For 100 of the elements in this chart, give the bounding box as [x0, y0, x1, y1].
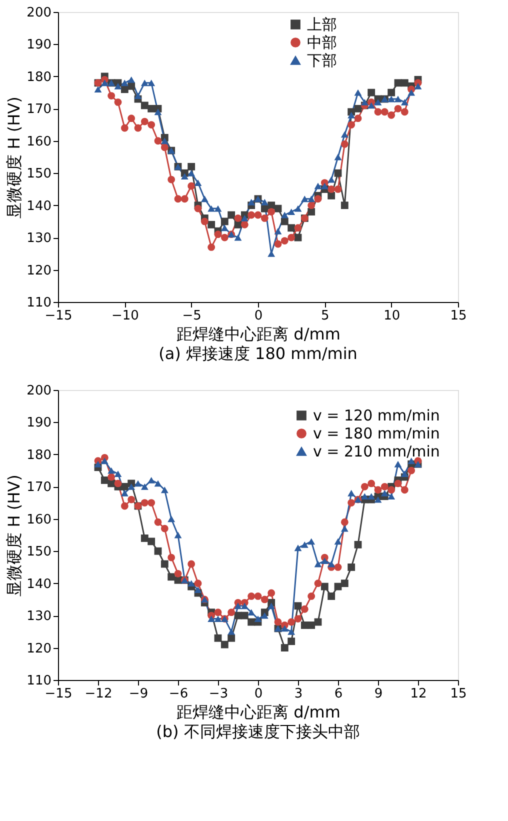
point [154, 108, 162, 116]
point [400, 108, 408, 116]
point [140, 499, 148, 506]
point [188, 580, 196, 587]
point [380, 108, 388, 116]
point [200, 218, 208, 226]
point [180, 173, 188, 180]
point [328, 186, 336, 193]
point [120, 482, 128, 490]
y-axis-title: 显微硬度 H (HV) [4, 96, 24, 218]
x-tick-label: −3 [208, 686, 228, 702]
y-tick-label: 170 [26, 102, 52, 118]
point [334, 582, 342, 590]
point [268, 208, 276, 216]
point [388, 486, 396, 494]
y-tick-label: 150 [26, 166, 52, 182]
x-axis-title: 距焊缝中心距离 d/mm [176, 702, 340, 722]
point [168, 554, 176, 562]
point [128, 483, 136, 490]
point [248, 592, 256, 600]
point [374, 486, 382, 494]
point [354, 114, 362, 122]
point [108, 473, 116, 481]
point [294, 205, 302, 212]
text: (a) 焊接速度 180 mm/min [158, 344, 358, 363]
point [400, 79, 408, 87]
point [114, 480, 122, 488]
point [188, 170, 196, 176]
point [214, 616, 222, 622]
point [148, 538, 156, 546]
point [300, 605, 308, 613]
point [128, 82, 136, 90]
point [360, 493, 368, 500]
point [254, 211, 262, 219]
point [154, 518, 162, 526]
point [120, 80, 128, 86]
point [168, 176, 176, 184]
point [234, 214, 242, 222]
point [108, 467, 116, 474]
point [188, 182, 196, 190]
x-tick-label: 5 [321, 308, 330, 324]
point [208, 205, 216, 212]
point [288, 618, 296, 626]
point [294, 224, 302, 232]
point [208, 244, 216, 251]
point [288, 628, 296, 635]
point [234, 602, 242, 610]
y-tick-label: 130 [26, 609, 52, 624]
x-tick-label: −12 [84, 686, 112, 702]
point [380, 482, 388, 490]
point [248, 198, 256, 206]
point [354, 540, 362, 548]
y-tick-label: 160 [26, 134, 52, 150]
point [134, 480, 142, 487]
point [128, 114, 136, 122]
point [254, 592, 262, 600]
point [340, 518, 348, 526]
point [220, 224, 228, 232]
point [320, 558, 328, 564]
point [154, 137, 162, 145]
point [328, 192, 336, 200]
point [280, 625, 288, 632]
x-tick-label: 6 [334, 686, 343, 702]
point [374, 108, 382, 116]
point [374, 99, 382, 106]
point [248, 609, 256, 616]
point [114, 98, 122, 106]
point [154, 547, 162, 555]
point [334, 154, 342, 160]
point [368, 480, 376, 488]
point [140, 118, 148, 126]
point [408, 466, 416, 474]
point [260, 214, 268, 222]
y-tick-label: 190 [26, 38, 52, 53]
point [340, 131, 348, 138]
y-tick-label: 200 [26, 6, 52, 20]
point [374, 496, 382, 503]
y-tick-label: 190 [26, 416, 52, 431]
point [108, 92, 116, 100]
point [308, 196, 316, 202]
point [280, 218, 288, 226]
point [294, 602, 302, 610]
x-tick-label: 3 [294, 686, 303, 702]
point [380, 490, 388, 496]
point [214, 205, 222, 212]
point [134, 92, 142, 99]
point [248, 211, 256, 219]
point [274, 618, 282, 626]
point [214, 634, 222, 642]
x-tick-label: −10 [111, 308, 139, 324]
point [314, 195, 322, 203]
point [148, 104, 156, 112]
y-tick-label: 110 [26, 674, 52, 688]
point [228, 628, 236, 635]
point [108, 480, 116, 488]
point [320, 182, 328, 190]
point [300, 196, 308, 202]
legend-label: 下部 [307, 52, 337, 70]
point [94, 460, 102, 468]
point [268, 589, 276, 597]
